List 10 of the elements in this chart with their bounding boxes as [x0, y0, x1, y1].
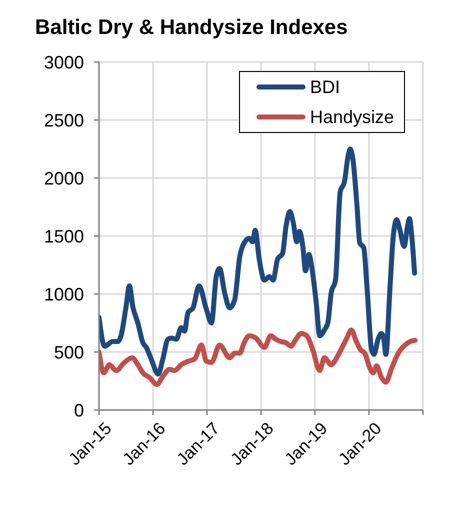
- y-tick-label: 2500: [44, 110, 84, 130]
- y-tick-label: 1500: [44, 226, 84, 246]
- legend-label: Handysize: [310, 106, 394, 128]
- y-tick-label: 2000: [44, 168, 84, 188]
- y-tick-label: 3000: [44, 52, 84, 72]
- y-tick-label: 1000: [44, 284, 84, 304]
- legend-label: BDI: [310, 76, 340, 98]
- y-tick-label: 0: [74, 400, 84, 420]
- chart-title: Baltic Dry & Handysize Indexes: [35, 16, 348, 40]
- y-tick-label: 500: [54, 342, 84, 362]
